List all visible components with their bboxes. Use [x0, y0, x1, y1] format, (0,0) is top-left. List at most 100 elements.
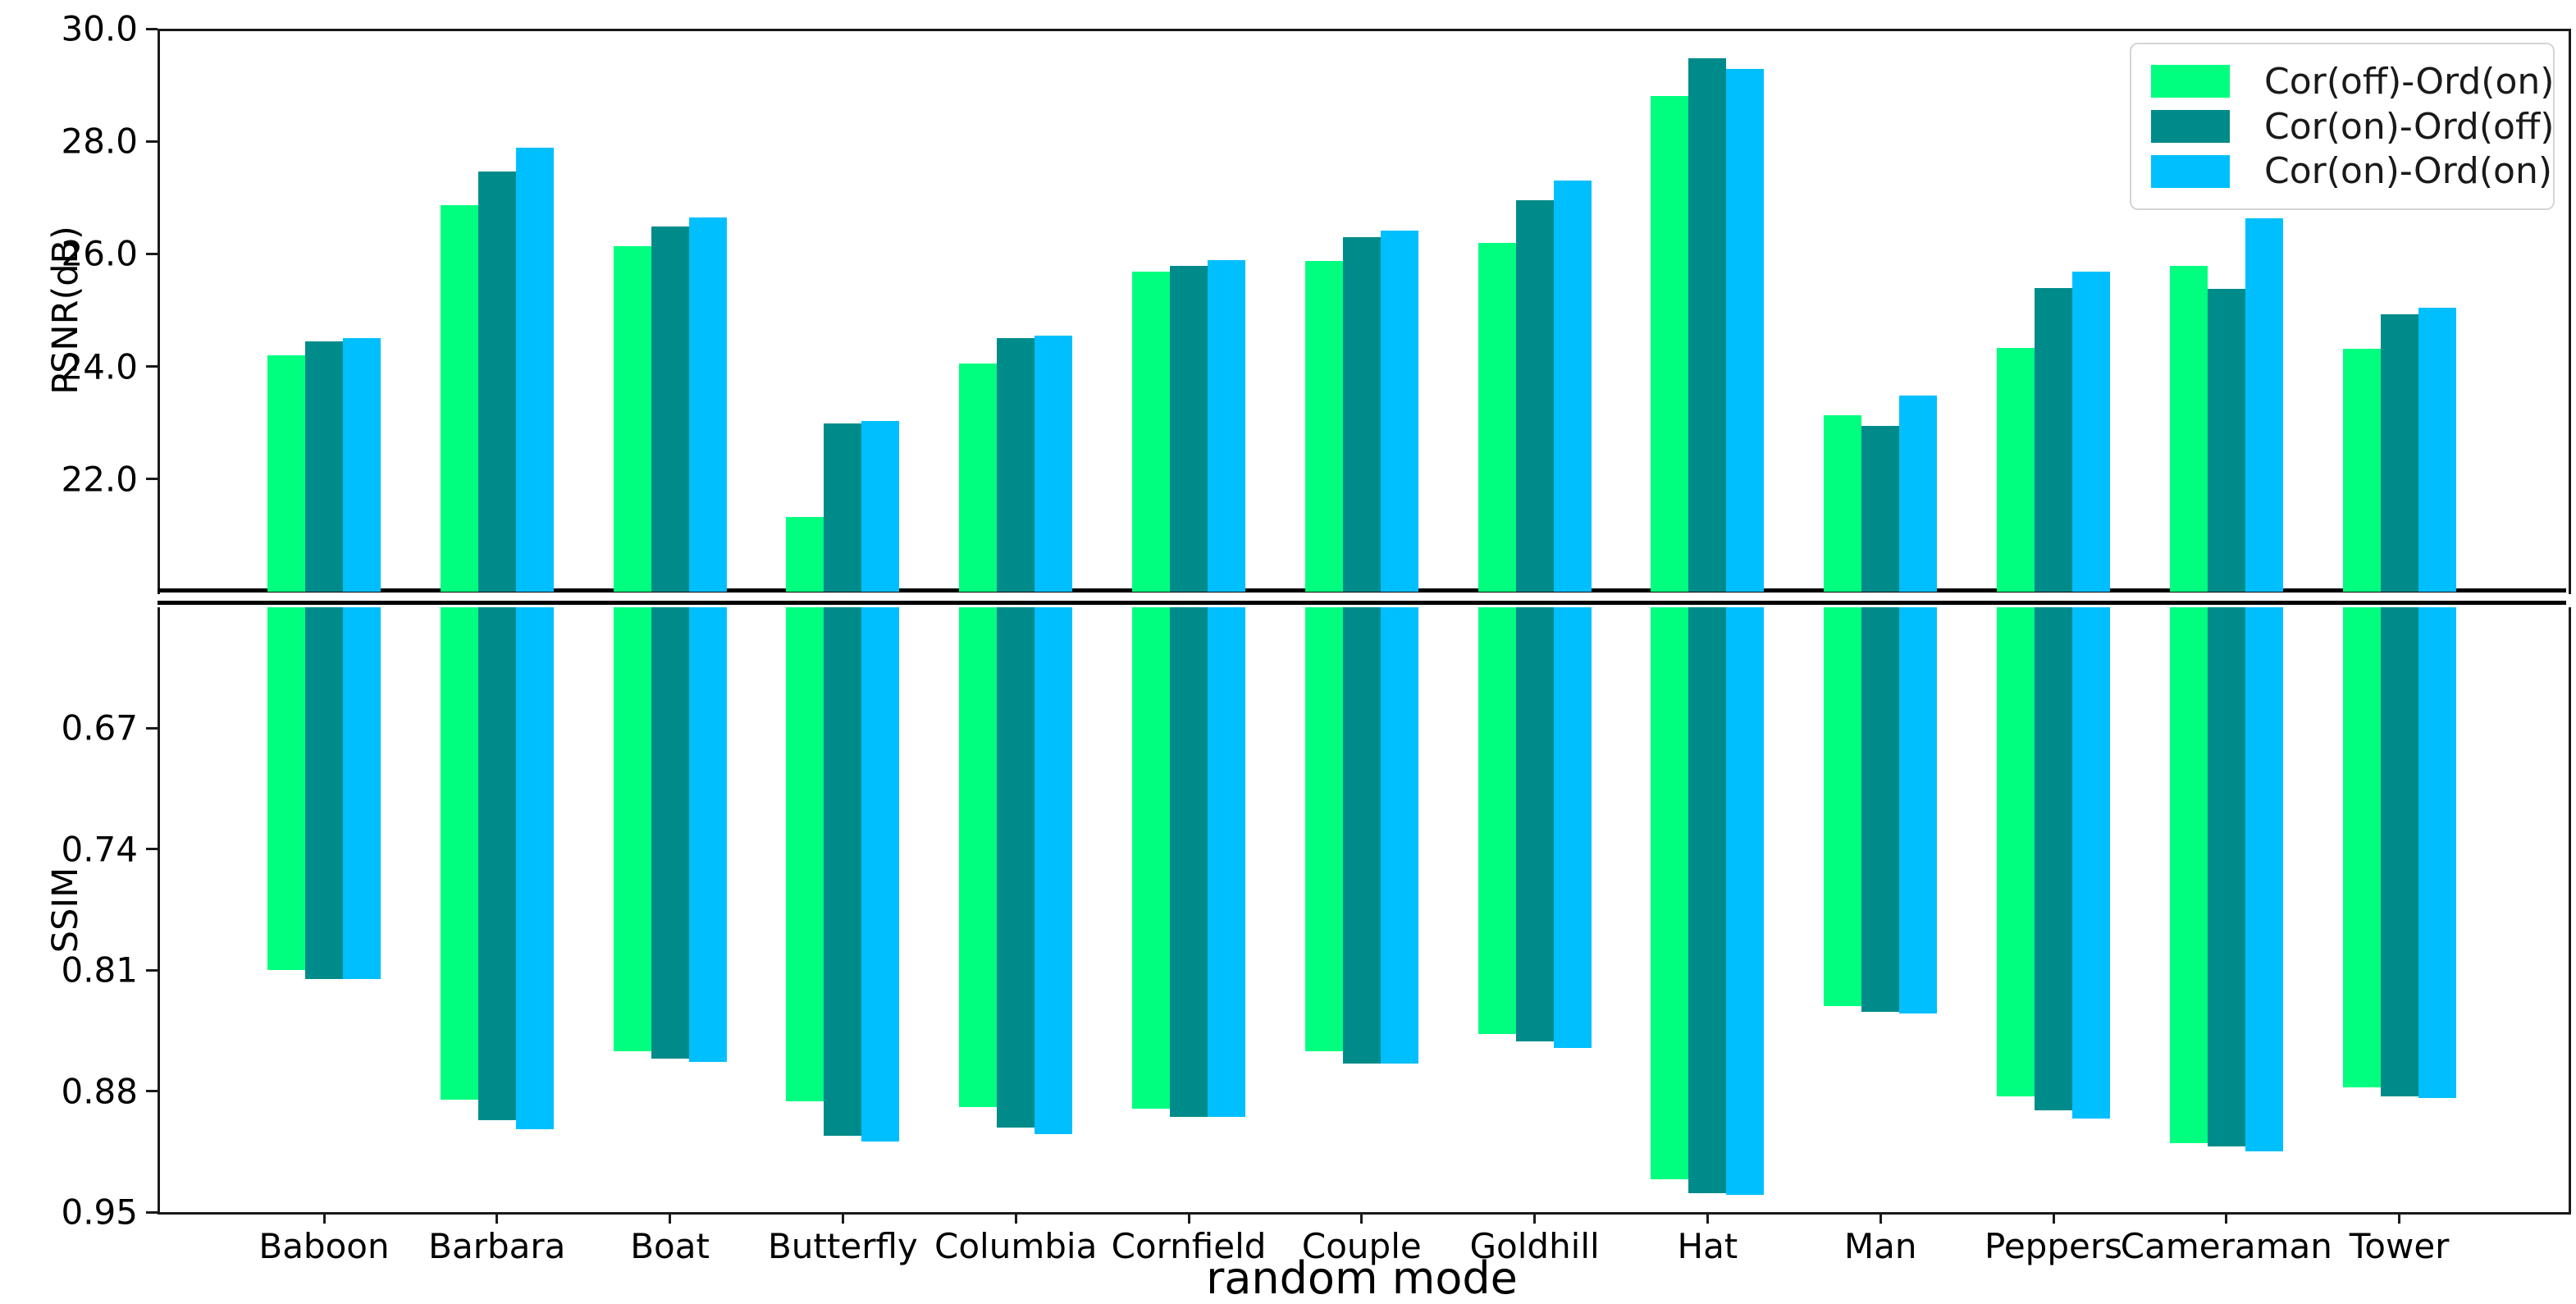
legend-swatch-icon: [2151, 154, 2230, 188]
ssim-ytick-mark: [146, 848, 158, 851]
legend-label: Cor(off)-Ord(on): [2264, 60, 2555, 103]
ssim-bar: [1553, 607, 1592, 1048]
ssim-bar: [1688, 607, 1727, 1193]
psnr-bar: [515, 148, 554, 592]
ssim-bar: [688, 607, 727, 1062]
psnr-ytick-mark: [146, 252, 158, 255]
ssim-bar: [2035, 607, 2072, 1110]
xtick-label-goldhill: Goldhill: [1469, 1226, 1600, 1266]
psnr-bar: [440, 204, 478, 592]
ssim-ytick-label: 0.81: [61, 949, 138, 991]
psnr-bar: [651, 226, 689, 592]
ssim-ytick-mark: [146, 726, 158, 730]
psnr-bar: [1380, 230, 1418, 592]
ssim-bar: [2072, 607, 2110, 1119]
legend-label: Cor(on)-Ord(off): [2264, 105, 2555, 148]
xtick-label-columbia: Columbia: [934, 1226, 1098, 1266]
xtick-mark: [1187, 1212, 1190, 1224]
ssim-bar: [613, 607, 651, 1052]
x-axis-label: random mode: [1206, 1252, 1518, 1304]
psnr-ytick-label: 22.0: [61, 459, 138, 500]
psnr-bar: [1688, 58, 1727, 592]
xtick-mark: [1014, 1212, 1017, 1224]
psnr-bar: [997, 338, 1035, 592]
xtick-label-boat: Boat: [630, 1226, 710, 1266]
psnr-bar: [861, 421, 900, 592]
legend-swatch-icon: [2151, 110, 2230, 143]
ssim-bar: [824, 607, 862, 1137]
psnr-bar: [1132, 271, 1170, 592]
psnr-bar: [1515, 199, 1554, 592]
psnr-bar: [1478, 243, 1516, 592]
psnr-bar: [343, 338, 381, 592]
legend-row: Cor(on)-Ord(off): [2151, 104, 2554, 149]
psnr-ytick-label: 28.0: [61, 121, 138, 162]
ssim-bar: [343, 607, 381, 979]
psnr-ytick-mark: [146, 27, 158, 30]
legend-label: Cor(on)-Ord(on): [2264, 150, 2552, 193]
xtick-label-hat: Hat: [1677, 1226, 1738, 1266]
xtick-mark: [1706, 1212, 1709, 1224]
psnr-ytick-mark: [146, 478, 158, 481]
psnr-bar: [1824, 415, 1862, 592]
ssim-ytick-label: 0.95: [61, 1192, 138, 1233]
psnr-bar: [786, 516, 824, 592]
psnr-bar: [2169, 266, 2208, 592]
ssim-bar: [1997, 607, 2035, 1096]
ssim-bar: [1861, 607, 1900, 1012]
xtick-mark: [496, 1212, 499, 1224]
ssim-bar: [515, 607, 554, 1129]
ssim-bar: [1035, 607, 1073, 1135]
psnr-bar: [2418, 307, 2456, 592]
ssim-bar: [477, 607, 516, 1121]
ssim-bar: [651, 607, 689, 1059]
psnr-bar: [2035, 287, 2072, 592]
xtick-mark: [2052, 1212, 2055, 1224]
ssim-bar: [1380, 607, 1418, 1064]
xtick-label-couple: Couple: [1301, 1226, 1422, 1266]
psnr-bar: [1553, 180, 1592, 592]
ssim-bar: [861, 607, 900, 1142]
xtick-mark: [841, 1212, 844, 1224]
xtick-label-baboon: Baboon: [258, 1226, 390, 1266]
ssim-bar: [786, 607, 824, 1102]
psnr-bar: [2072, 272, 2110, 592]
ssim-bar: [1899, 607, 1938, 1013]
ssim-bar: [1726, 607, 1765, 1195]
psnr-bar: [2245, 218, 2283, 592]
xtick-label-barbara: Barbara: [428, 1226, 566, 1266]
psnr-ytick-label: 26.0: [61, 233, 138, 274]
ssim-bar: [1342, 607, 1381, 1064]
xtick-label-man: Man: [1843, 1226, 1917, 1266]
psnr-bar: [2342, 349, 2381, 592]
psnr-ytick-label: 24.0: [61, 346, 138, 387]
psnr-bar: [1342, 236, 1381, 592]
psnr-bar: [688, 217, 727, 592]
ssim-bar: [305, 607, 343, 979]
psnr-bar: [1899, 395, 1938, 592]
xtick-mark: [1879, 1212, 1882, 1224]
psnr-bar: [1997, 347, 2035, 592]
ssim-ytick-mark: [146, 1090, 158, 1093]
psnr-bar: [1304, 260, 1343, 592]
ssim-ytick-label: 0.74: [61, 829, 138, 870]
psnr-bar: [1170, 265, 1208, 592]
ssim-bar: [2245, 607, 2283, 1152]
ssim-axis-label: SSIM: [45, 867, 86, 953]
psnr-bar: [824, 423, 862, 592]
psnr-bar: [2380, 313, 2418, 592]
xtick-mark: [669, 1212, 672, 1224]
xtick-mark: [1533, 1212, 1537, 1224]
ssim-bar: [440, 607, 478, 1100]
xtick-mark: [1360, 1212, 1363, 1224]
panel-separator-line-bottom: [158, 601, 2566, 605]
psnr-bar: [1208, 259, 1245, 592]
ssim-bar: [1651, 607, 1689, 1179]
xtick-mark: [2225, 1212, 2228, 1224]
ssim-ytick-mark: [146, 968, 158, 972]
ssim-bar: [1170, 607, 1208, 1118]
ssim-bar: [2207, 607, 2245, 1146]
ssim-bar: [2418, 607, 2456, 1099]
xtick-label-cornfield: Cornfield: [1111, 1226, 1267, 1266]
